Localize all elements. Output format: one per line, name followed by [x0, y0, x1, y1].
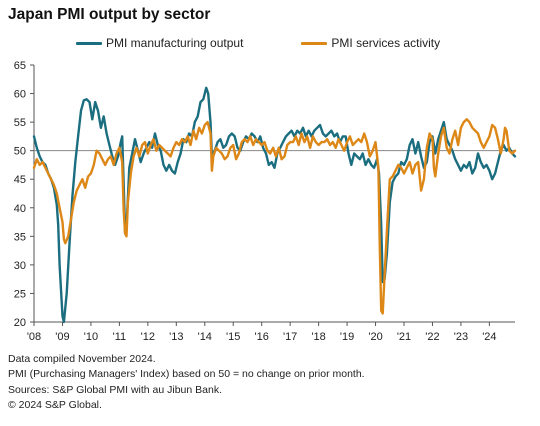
x-tick-label: '21	[397, 331, 411, 343]
y-tick-label: 25	[14, 288, 26, 300]
x-tick-label: '24	[482, 331, 496, 343]
x-tick-label: '10	[84, 331, 98, 343]
y-tick-label: 55	[14, 117, 26, 129]
legend-label-services: PMI services activity	[331, 36, 441, 50]
line-chart: 20 25 30 35 40 45 50 55 60 65 '08 '09 '10 '11 '12 '13 '1…	[14, 60, 517, 343]
x-tick-label: '09	[55, 331, 69, 343]
note-sources: Sources: S&P Global PMI with au Jibun Ba…	[8, 383, 222, 396]
x-tick-label: '16	[255, 331, 269, 343]
legend-swatch-manufacturing	[76, 41, 102, 45]
series-line-manufacturing	[32, 86, 517, 324]
series-layer	[32, 86, 517, 324]
x-tick-label: '18	[311, 331, 325, 343]
y-tick-label: 60	[14, 89, 26, 101]
y-tick-label: 35	[14, 231, 26, 243]
y-tick-label: 65	[14, 60, 26, 72]
note-data-compiled: Data compiled November 2024.	[8, 353, 156, 365]
chart-title: Japan PMI output by sector	[8, 6, 211, 23]
legend-label-manufacturing: PMI manufacturing output	[106, 36, 244, 50]
axes-layer: 20 25 30 35 40 45 50 55 60 65 '08 '09 '10 '11 '12 '13 '1…	[14, 60, 515, 343]
note-pmi-definition: PMI (Purchasing Managers' Index) based o…	[8, 368, 365, 381]
x-tick-label: '23	[454, 331, 468, 343]
chart-legend: PMI manufacturing output PMI services ac…	[76, 36, 440, 50]
y-tick-label: 20	[14, 317, 26, 329]
x-tick-label: '15	[226, 331, 240, 343]
note-copyright: © 2024 S&P Global.	[8, 398, 102, 411]
chart-notes: Data compiled November 2024. PMI (Purcha…	[8, 352, 365, 413]
x-tick-label: '13	[169, 331, 183, 343]
x-tick-label: '20	[368, 331, 382, 343]
series-line-services	[32, 118, 517, 315]
legend-swatch-services	[301, 41, 328, 45]
y-tick-label: 30	[14, 260, 26, 272]
y-tick-label: 45	[14, 174, 26, 186]
x-tick-label: '19	[340, 331, 354, 343]
x-tick-label: '12	[141, 331, 155, 343]
x-tick-label: '14	[198, 331, 212, 343]
legend-item-services: PMI services activity	[301, 36, 440, 50]
x-tick-label: '22	[425, 331, 439, 343]
y-tick-label: 50	[14, 146, 26, 158]
legend-item-manufacturing: PMI manufacturing output	[76, 36, 243, 50]
x-tick-label: '11	[113, 331, 127, 343]
x-tick-label: '08	[27, 331, 41, 343]
x-tick-label: '17	[283, 331, 297, 343]
y-tick-label: 40	[14, 203, 26, 215]
